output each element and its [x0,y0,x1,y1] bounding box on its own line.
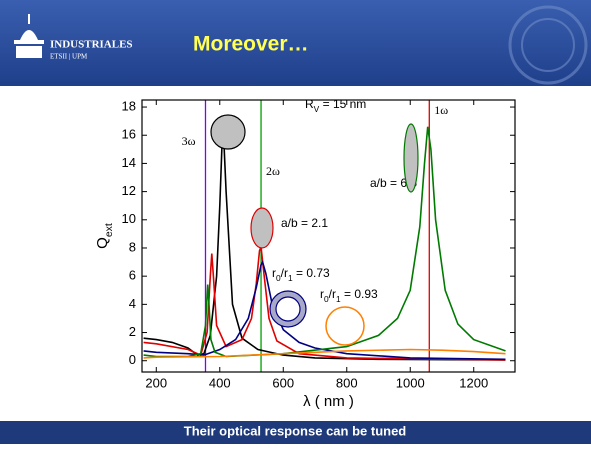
y-tick-label: 0 [129,352,136,367]
y-tick-label: 18 [122,98,136,113]
y-axis-label-part: Q [94,237,111,249]
annotation-part: 0 [276,273,281,283]
seal-inner [521,18,575,72]
annotation-part: R [305,97,314,111]
annotation: r0/r1 = 0.93 [320,287,378,304]
series-line [143,126,506,358]
y-axis-label-part: ext [103,223,115,237]
series-line [143,119,506,361]
annotation-part: 1 [288,273,293,283]
y-tick-label: 12 [122,183,136,198]
reference-label: 2ω [266,164,280,178]
plot-frame [141,99,516,373]
reference-label: 3ω [182,134,196,148]
annotation: a/b = 2.1 [281,216,328,230]
y-tick-label: 4 [129,296,136,311]
annotation-part: r [272,266,276,280]
annotation: RV = 15 nm [305,97,366,114]
annotation-part: = 0.93 [341,287,378,301]
annotation-part: a/b = 2.1 [281,216,328,230]
logo-name: INDUSTRIALES [50,39,133,51]
annotation-part: 0 [324,294,329,304]
y-tick-label: 8 [129,239,136,254]
y-tick-label: 14 [122,155,136,170]
header-bar [0,0,591,86]
reference-label: 1ω [434,103,448,117]
annotation: r0/r1 = 0.73 [272,266,330,283]
slide-title: Moreover… [193,33,309,56]
seal [508,5,588,85]
x-tick-label: 600 [272,375,294,390]
y-tick-label: 6 [129,268,136,283]
annotation-part: V [314,104,320,114]
x-tick-label: 200 [145,375,167,390]
caption-bar [0,421,591,444]
annotation-part: /r [281,266,288,280]
caption: Their optical response can be tuned [184,423,407,438]
x-tick-label: 400 [209,375,231,390]
logo-sub: ETSII | UPM [50,53,88,61]
annotation-part: 1 [336,294,341,304]
y-axis-label: Qext [94,223,115,249]
x-axis-label: λ ( nm ) [303,393,354,410]
y-tick-label: 16 [122,127,136,142]
logo-icon [14,14,44,58]
annotation-part: /r [329,287,336,301]
y-tick-label: 2 [129,324,136,339]
annotation-part: r [320,287,324,301]
x-tick-label: 800 [336,375,358,390]
annotation-part: = 15 nm [319,97,366,111]
x-tick-label: 1000 [396,375,425,390]
y-tick-label: 10 [122,211,136,226]
series-line [143,246,506,361]
annotation-part: = 0.73 [293,266,330,280]
series-line [143,348,506,359]
shapes [210,114,419,346]
x-tick-label: 1200 [459,375,488,390]
